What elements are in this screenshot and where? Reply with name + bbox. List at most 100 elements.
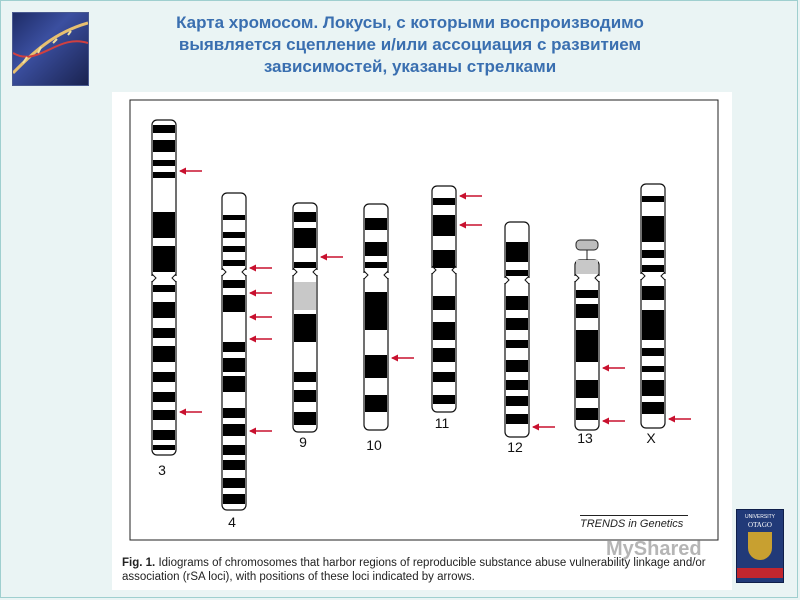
dark-band bbox=[506, 396, 528, 406]
dark-band bbox=[433, 348, 455, 362]
locus-arrow-icon bbox=[459, 192, 482, 200]
locus-arrow-icon bbox=[249, 335, 272, 343]
dark-band bbox=[223, 445, 245, 455]
dna-thumbnail-image bbox=[12, 12, 89, 86]
dark-band bbox=[642, 286, 664, 300]
dark-band bbox=[433, 215, 455, 236]
dark-band bbox=[153, 246, 175, 272]
logo-stripe bbox=[737, 568, 783, 578]
locus-arrow-icon bbox=[532, 423, 555, 431]
dark-band bbox=[223, 215, 245, 220]
centromere-constriction bbox=[221, 267, 247, 277]
dark-band bbox=[223, 478, 245, 488]
centromere-constriction bbox=[431, 265, 457, 275]
chromosome-label: 9 bbox=[299, 434, 307, 450]
dark-band bbox=[223, 280, 245, 288]
chromosome-label: X bbox=[646, 430, 656, 446]
chromosome-12: 12 bbox=[504, 221, 555, 455]
dark-band bbox=[433, 322, 455, 340]
chromosome-label: 11 bbox=[435, 415, 450, 431]
dark-band bbox=[433, 372, 455, 382]
chromosome-label: 10 bbox=[366, 437, 382, 453]
dark-band bbox=[642, 196, 664, 202]
dark-band bbox=[433, 198, 455, 205]
dark-band bbox=[223, 342, 245, 352]
dark-band bbox=[642, 402, 664, 414]
satellite-band bbox=[575, 239, 599, 251]
centromere bbox=[640, 274, 666, 279]
dark-band bbox=[365, 292, 387, 330]
dark-band bbox=[153, 372, 175, 382]
dark-band bbox=[576, 380, 598, 398]
dark-band bbox=[153, 410, 175, 420]
locus-arrow-icon bbox=[668, 415, 691, 423]
dark-band bbox=[153, 430, 175, 440]
chromosome-10: 10 bbox=[363, 203, 414, 453]
dark-band bbox=[642, 216, 664, 242]
dark-band bbox=[506, 296, 528, 310]
chromosome-9: 9 bbox=[292, 202, 343, 450]
dark-band bbox=[642, 250, 664, 258]
dark-band bbox=[223, 408, 245, 418]
heterochromatin-band bbox=[294, 282, 316, 310]
dark-band bbox=[223, 460, 245, 470]
dark-band bbox=[576, 330, 598, 362]
locus-arrow-icon bbox=[179, 408, 202, 416]
chromosome-3: 3 bbox=[151, 119, 202, 478]
dark-band bbox=[365, 218, 387, 230]
chromosome-4: 4 bbox=[221, 192, 272, 530]
chromosome-label: 3 bbox=[158, 462, 166, 478]
dark-band bbox=[223, 424, 245, 436]
dark-band bbox=[223, 246, 245, 252]
figure-caption: Fig. 1. Idiograms of chromosomes that ha… bbox=[122, 556, 722, 584]
locus-arrow-icon bbox=[602, 417, 625, 425]
chromosome-11: 11 bbox=[431, 185, 482, 431]
centromere-constriction bbox=[504, 275, 530, 285]
caption-text: Idiograms of chromosomes that harbor reg… bbox=[122, 557, 706, 583]
locus-arrow-icon bbox=[249, 289, 272, 297]
chromosome-label: 12 bbox=[507, 439, 523, 455]
dark-band bbox=[642, 310, 664, 340]
figure-source: TRENDS in Genetics bbox=[580, 515, 688, 530]
centromere-constriction bbox=[640, 271, 666, 281]
locus-arrow-icon bbox=[391, 354, 414, 362]
dark-band bbox=[642, 348, 664, 356]
centromere bbox=[151, 276, 177, 281]
dark-band bbox=[365, 262, 387, 268]
centromere-constriction bbox=[292, 267, 318, 277]
dark-band bbox=[642, 366, 664, 372]
dark-band bbox=[294, 412, 316, 425]
dark-band bbox=[294, 262, 316, 268]
locus-arrow-icon bbox=[459, 221, 482, 229]
dark-band bbox=[506, 380, 528, 390]
dark-band bbox=[576, 304, 598, 318]
dark-band bbox=[294, 314, 316, 342]
locus-arrow-icon bbox=[602, 364, 625, 372]
title-line-3: зависимостей, указаны стрелками bbox=[263, 57, 557, 76]
dark-band bbox=[223, 260, 245, 266]
logo-line-1: UNIVERSITY bbox=[744, 514, 775, 520]
shield-icon bbox=[748, 532, 772, 560]
dark-band bbox=[642, 380, 664, 396]
dark-band bbox=[576, 290, 598, 298]
dark-band bbox=[153, 302, 175, 318]
centromere bbox=[574, 276, 600, 281]
dark-band bbox=[294, 212, 316, 222]
dark-band bbox=[576, 408, 598, 420]
title-line-2: выявляется сцепление и/или ассоциация с … bbox=[178, 35, 642, 54]
dark-band bbox=[153, 125, 175, 133]
dark-band bbox=[153, 328, 175, 338]
dark-band bbox=[153, 392, 175, 402]
dark-band bbox=[506, 242, 528, 262]
chromosome-label: 4 bbox=[228, 514, 236, 530]
dark-band bbox=[506, 414, 528, 424]
dark-band bbox=[223, 376, 245, 392]
dark-band bbox=[506, 270, 528, 276]
dark-band bbox=[506, 360, 528, 372]
caption-label: Fig. 1. bbox=[122, 557, 156, 569]
dark-band bbox=[223, 295, 245, 312]
dark-band bbox=[294, 390, 316, 402]
dark-band bbox=[153, 140, 175, 152]
dark-band bbox=[153, 160, 175, 166]
